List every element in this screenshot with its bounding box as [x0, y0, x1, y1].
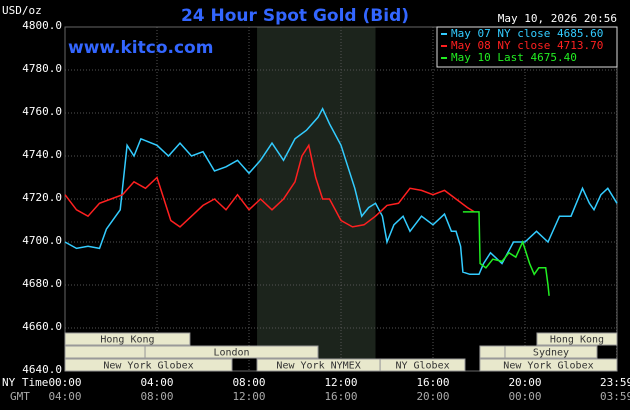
x-tick-label-gmt: 20:00	[416, 390, 449, 403]
legend-label: May 07 NY close 4685.60	[451, 27, 603, 40]
unit-label: USD/oz	[2, 4, 42, 17]
legend-box	[436, 26, 618, 68]
session-bar	[64, 358, 233, 372]
session-bar	[479, 358, 618, 372]
x-tick-label: 20:00	[508, 376, 541, 389]
session-label: Hong Kong	[550, 335, 604, 346]
x-tick-label: 00:00	[48, 376, 81, 389]
session-bar	[64, 332, 191, 346]
x-row-label: NY Time	[2, 376, 48, 389]
price-line	[64, 107, 618, 276]
session-bar	[379, 358, 466, 372]
y-tick-label: 4640.0	[22, 363, 62, 376]
y-tick-label: 4780.0	[22, 62, 62, 75]
y-tick-label: 4720.0	[22, 191, 62, 204]
session-label: NY Globex	[395, 361, 449, 372]
session-bar	[504, 345, 598, 359]
market-hours-band	[257, 27, 376, 371]
x-tick-label: 16:00	[416, 376, 449, 389]
session-bar	[479, 345, 506, 359]
y-tick-label: 4660.0	[22, 320, 62, 333]
x-tick-label-gmt: 08:00	[140, 390, 173, 403]
session-label: New York Globex	[503, 361, 593, 372]
session-label: London	[213, 348, 249, 359]
x-tick-label-gmt: 00:00	[508, 390, 541, 403]
price-line	[64, 143, 475, 228]
y-tick-label: 4800.0	[22, 19, 62, 32]
x-tick-label-gmt: 12:00	[232, 390, 265, 403]
session-bar	[64, 345, 146, 359]
session-bar	[144, 345, 319, 359]
y-tick-label: 4760.0	[22, 105, 62, 118]
y-tick-label: 4740.0	[22, 148, 62, 161]
x-tick-label: 08:00	[232, 376, 265, 389]
session-bar	[536, 332, 618, 346]
legend-label: May 08 NY close 4713.70	[451, 39, 603, 52]
x-tick-label-gmt: 04:00	[48, 390, 81, 403]
timestamp: May 10, 2026 20:56	[498, 12, 617, 25]
x-tick-label-gmt: 16:00	[324, 390, 357, 403]
session-label: Sydney	[533, 348, 569, 359]
x-tick-label: 23:59	[600, 376, 630, 389]
y-tick-label: 4700.0	[22, 234, 62, 247]
session-label: New York NYMEX	[276, 361, 360, 372]
session-label: New York Globex	[103, 361, 193, 372]
x-tick-label-gmt: 03:59	[600, 390, 630, 403]
x-tick-label: 04:00	[140, 376, 173, 389]
legend-label: May 10 Last 4675.40	[451, 51, 577, 64]
y-tick-label: 4680.0	[22, 277, 62, 290]
session-label: Hong Kong	[100, 335, 154, 346]
x-row-label: GMT	[10, 390, 30, 403]
price-line	[462, 211, 550, 296]
chart-title: 24 Hour Spot Gold (Bid)	[181, 6, 409, 26]
x-tick-label: 12:00	[324, 376, 357, 389]
watermark: www.kitco.com	[68, 38, 213, 58]
